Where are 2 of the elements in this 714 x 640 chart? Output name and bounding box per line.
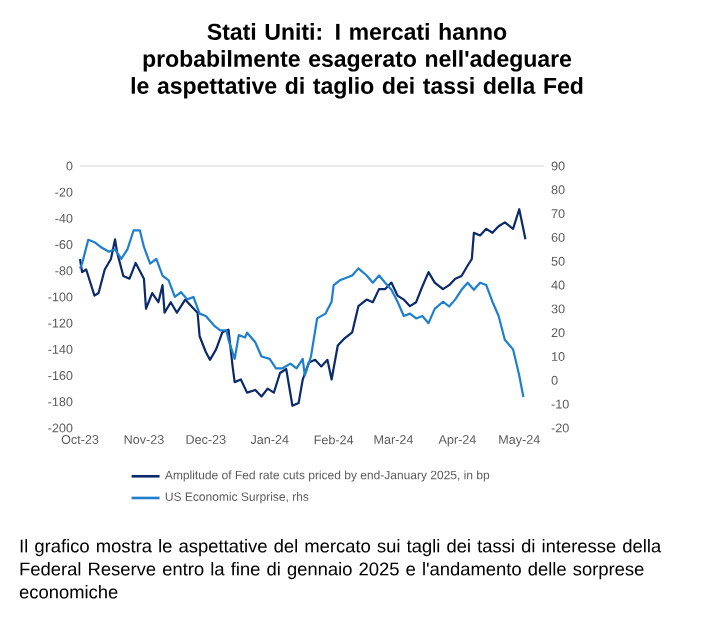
chart-title: Stati Uniti: I mercati hanno probabilmente esagerato nell'adeguare le aspettative di taglio dei tassi della Fed bbox=[131, 23, 583, 99]
text: Il grafico mostra le aspettative del mercato sui tagli dei tassi di interesse della Federal Reserve entro la fine di gennaio 2025 e l'andamento delle sorprese economiche bbox=[19, 539, 662, 599]
